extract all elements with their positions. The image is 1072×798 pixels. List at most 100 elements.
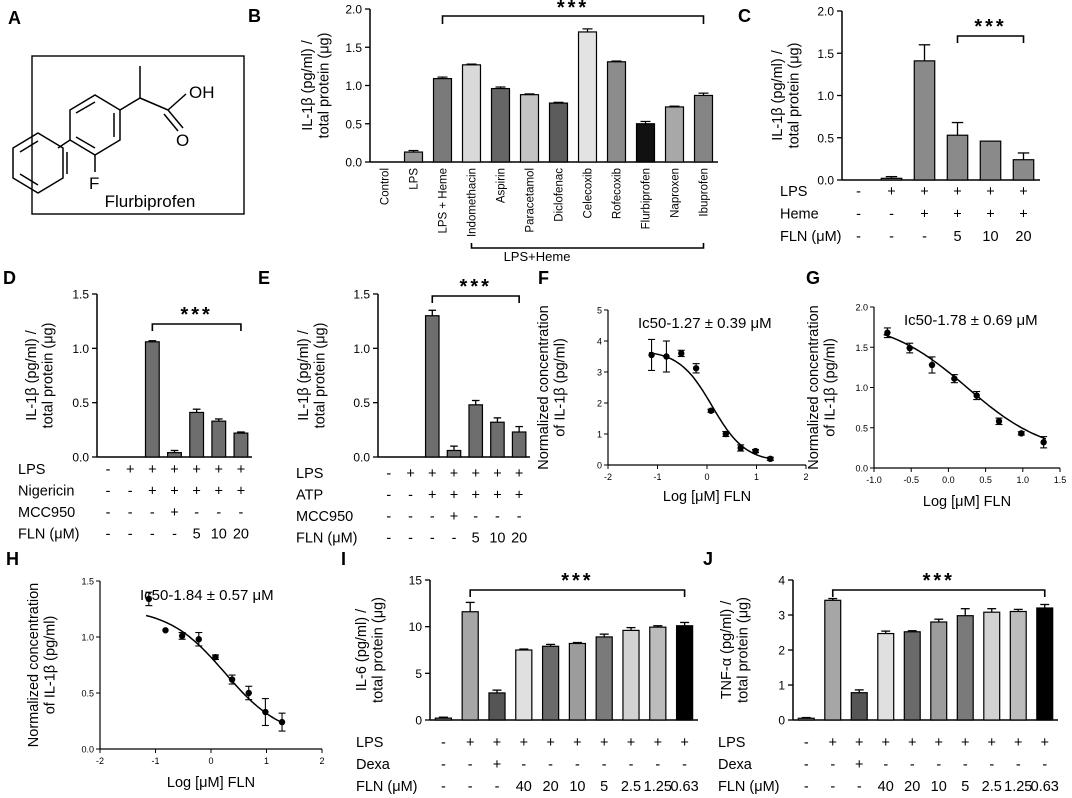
row-cell-e: - [386,509,391,525]
row-cell-i: - [441,735,446,751]
row-cell-j: + [1014,735,1022,751]
significance-label-i: *** [561,570,593,592]
row-cell-d: - [150,527,155,543]
ic50-annotation-f: Ic50-1.27 ± 0.39 μM [638,315,772,332]
row-cell-j: + [988,735,996,751]
row-cell-i: + [493,757,501,773]
row-cell-i: + [654,735,662,751]
row-cell-i: 0.63 [670,779,698,795]
bar-b [490,87,511,163]
bar-b [635,123,656,163]
bar-j [983,611,1001,721]
row-cell-j: + [855,735,863,751]
bar-e [424,315,440,458]
x-tick-label-h: -1 [151,756,159,766]
data-point-g [928,361,936,369]
y-tick-label-e: 1.0 [353,342,370,356]
axis-label-y-j-line2: total protein (μg) [736,597,752,703]
data-point-h [178,632,186,640]
row-cell-j: - [1042,757,1047,773]
significance-bracket-b [441,15,705,24]
row-cell-i: 1.25 [644,779,672,795]
row-cell-d: + [237,462,245,478]
row-label-c: LPS [780,184,807,200]
data-point-h [228,676,236,683]
x-tick-label-b: LPS + Heme [438,168,450,234]
row-cell-e: + [406,466,414,482]
x-tick-label-f: 0 [704,472,709,482]
row-cell-i: - [441,779,446,795]
x-tick-label-g: 0.0 [942,475,955,485]
row-cell-d: 10 [211,527,227,543]
y-tick-label-c: 0.5 [817,131,834,145]
row-cell-d: + [170,484,178,500]
row-cell-c: - [856,207,861,223]
row-cell-e: + [450,488,458,504]
bar-d [167,452,182,458]
axis-label-y-d-line2: total protein (μg) [41,323,57,429]
y-tick-label-c: 1.5 [817,47,834,61]
significance-label-j: *** [923,570,955,592]
chart-b: LPS+Heme [504,249,571,264]
group-bracket-b [470,243,705,249]
row-label-c: FLN (μM) [780,229,842,245]
bar-b [693,94,714,163]
row-cell-j: - [989,757,994,773]
row-cell-j: 40 [878,779,894,795]
chart-marks: 0.0 0.5 1.0 1.5 2.0 Control LPS LPS + Heme Indom… [18,0,1066,795]
bar-j [824,599,842,721]
row-label-d: LPS [18,462,45,478]
row-label-j: FLN (μM) [718,779,780,795]
row-cell-e: + [450,466,458,482]
axis-label-y-g-line1: Normalized concentration [806,305,822,469]
row-cell-j: - [936,757,941,773]
row-cell-j: - [804,779,809,795]
y-tick-label-g: 2.0 [855,303,868,313]
row-cell-d: 20 [233,527,249,543]
row-label-d: MCC950 [18,505,75,521]
axis-label-y-h: Normalized concentration of IL-1β (pg/ml) [26,583,59,747]
data-point-h [162,627,169,634]
row-cell-i: 5 [600,779,608,795]
row-cell-e: - [408,488,413,504]
row-cell-c: + [986,184,994,200]
y-tick-label-f: 2 [597,399,602,409]
y-tick-label-f: 3 [597,368,602,378]
y-tick-label-b: 1.0 [345,79,362,93]
row-label-j: LPS [718,735,745,751]
row-cell-i: - [548,757,553,773]
row-cell-d: + [215,462,223,478]
row-cell-j: - [883,757,888,773]
ic50-annotation-h: Ic50-1.84 ± 0.57 μM [140,587,274,604]
row-cell-j: - [857,779,862,795]
y-tick-label-b: 0.5 [345,117,362,131]
bar-j [877,632,895,721]
x-tick-label-h: 1 [264,756,269,766]
axis-label-y-g: Normalized concentration of IL-1β (pg/ml) [806,305,839,469]
bar-e [468,404,484,458]
axis-label-y-c-line1: IL-1β (pg/ml) / [770,49,786,140]
row-cell-e: + [471,466,479,482]
significance-label-c: *** [974,16,1006,38]
y-tick-label-c: 1.0 [817,89,834,103]
y-tick-label-h: 0.0 [81,745,94,755]
axis-label-y-c: IL-1β (pg/ml) / total protein (μg) [770,43,803,149]
row-cell-c: 10 [982,229,998,245]
row-cell-d: + [170,505,178,521]
y-tick-label-j: 3 [778,609,785,623]
y-tick-label-g: 0.0 [855,464,868,474]
y-tick-label-d: 1.5 [72,288,89,302]
y-tick-label-i: 10 [409,620,423,634]
row-cell-i: - [629,757,634,773]
significance-bracket-d [151,323,242,331]
bar-i [595,636,613,721]
bar-i [568,642,587,721]
data-point-h [262,708,269,716]
data-point-h [145,595,153,603]
row-cell-j: + [829,735,837,751]
x-tick-label-f: -2 [604,472,612,482]
x-tick-label-h: -2 [96,756,104,766]
y-tick-label-h: 0.5 [81,689,94,699]
compound-caption: Flurbiprofen [105,192,196,211]
